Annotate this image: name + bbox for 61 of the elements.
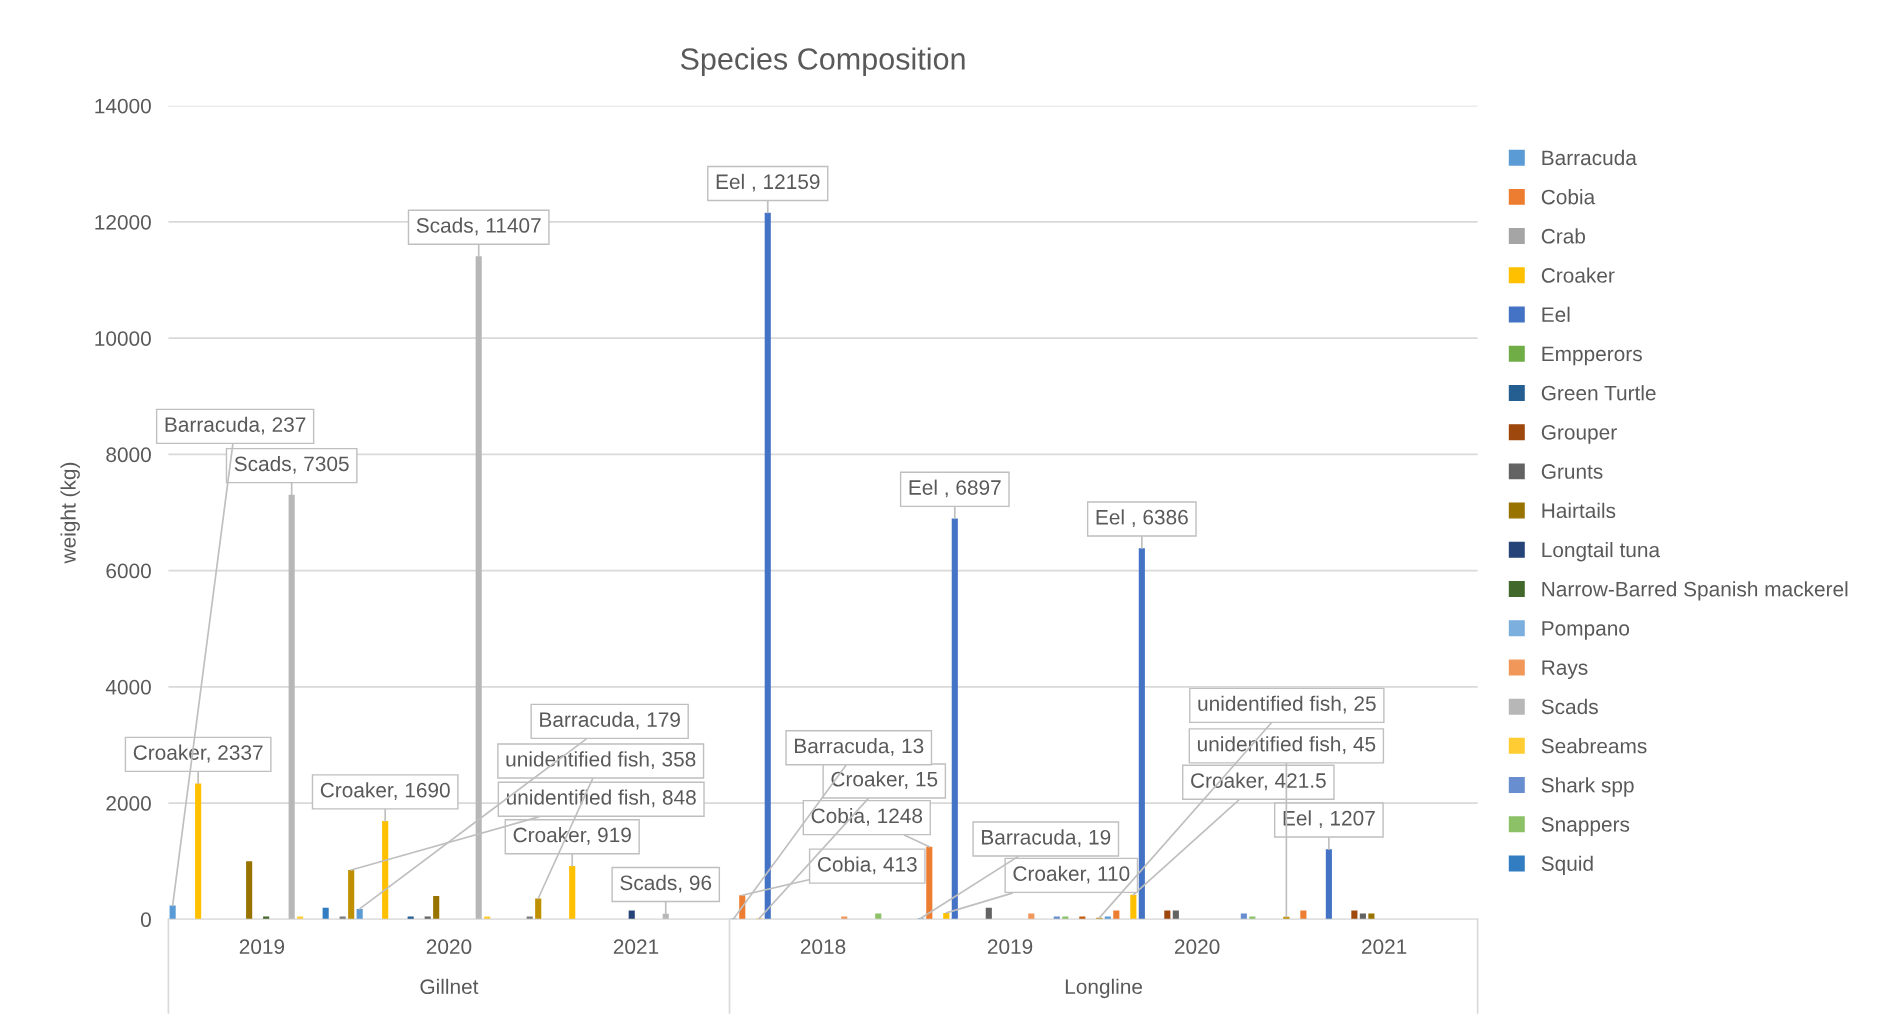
legend-label: Eel bbox=[1542, 306, 1570, 323]
legend-label: Pompano bbox=[1542, 621, 1630, 640]
x-tick-label: 2019 bbox=[239, 939, 285, 955]
legend-label: Longtail tuna bbox=[1542, 541, 1661, 562]
legend-label: Crab bbox=[1541, 228, 1586, 244]
x-tick-label: 2020 bbox=[426, 939, 472, 955]
legend-label: Empperors bbox=[1542, 346, 1642, 366]
data-label: Croaker, 15 bbox=[831, 771, 938, 789]
data-label: Barracuda, 19 bbox=[982, 829, 1111, 848]
data-label: Barracuda, 13 bbox=[795, 738, 924, 756]
x-tick-label: 2021 bbox=[1362, 939, 1407, 955]
data-label: Croaker, 1690 bbox=[320, 782, 450, 800]
data-label: Cobia, 413 bbox=[817, 856, 917, 875]
legend-label: Seabreams bbox=[1541, 738, 1647, 754]
y-tick-label: 10000 bbox=[95, 331, 151, 346]
chart-title: Species Composition bbox=[680, 47, 965, 76]
data-label: Eel , 6386 bbox=[1096, 509, 1188, 528]
y-tick-label: 8000 bbox=[106, 447, 151, 463]
legend-label: Snappers bbox=[1541, 817, 1630, 836]
y-tick-label: 12000 bbox=[95, 214, 151, 230]
legend-label: Rays bbox=[1542, 660, 1588, 680]
y-tick-label: 14000 bbox=[95, 98, 151, 114]
legend-label: Scads bbox=[1541, 698, 1598, 715]
x-tick-label: 2019 bbox=[987, 939, 1033, 955]
data-label: Croaker, 2337 bbox=[133, 744, 263, 763]
data-label: Eel , 6897 bbox=[909, 479, 1001, 498]
legend-label: Grunts bbox=[1541, 464, 1603, 479]
y-tick-label: 4000 bbox=[105, 679, 151, 695]
legend-label: Green Turtle bbox=[1541, 385, 1656, 401]
data-label: Eel , 12159 bbox=[716, 173, 820, 192]
x-tick-label: 2018 bbox=[800, 939, 846, 955]
x-tick-label: 2021 bbox=[613, 939, 659, 955]
data-label: Eel , 1207 bbox=[1283, 810, 1375, 829]
data-label: unidentified fish, 25 bbox=[1198, 695, 1376, 714]
y-tick-label: 0 bbox=[140, 912, 151, 928]
data-label: Croaker, 110 bbox=[1013, 865, 1130, 884]
legend-label: Cobia bbox=[1541, 189, 1596, 205]
data-label: Croaker, 919 bbox=[513, 827, 631, 845]
legend-label: Grouper bbox=[1541, 424, 1617, 444]
y-axis-title: weight (kg) bbox=[60, 462, 80, 564]
legend-label: Barracuda bbox=[1542, 149, 1637, 166]
legend-label: Narrow-Barred Spanish mackerel bbox=[1542, 581, 1848, 601]
text: Gillnet bbox=[420, 978, 479, 995]
y-tick-label: 6000 bbox=[106, 563, 151, 579]
legend-label: Croaker bbox=[1541, 267, 1615, 283]
data-label: unidentified fish, 45 bbox=[1197, 736, 1376, 754]
legend-label: Hairtails bbox=[1542, 502, 1616, 519]
data-label: Barracuda, 237 bbox=[165, 416, 306, 435]
x-tick-label: 2020 bbox=[1174, 939, 1220, 955]
data-label: unidentified fish, 848 bbox=[506, 789, 696, 808]
data-label: Scads, 96 bbox=[620, 874, 712, 893]
legend-label: Squid bbox=[1541, 855, 1593, 876]
data-label: Scads, 7305 bbox=[234, 455, 349, 474]
data-label: Scads, 11407 bbox=[416, 217, 541, 236]
data-label: Croaker, 421.5 bbox=[1191, 772, 1326, 791]
data-label: Barracuda, 179 bbox=[540, 711, 680, 730]
data-label: Cobia, 1248 bbox=[811, 807, 923, 826]
legend-label: Shark spp bbox=[1541, 777, 1634, 797]
text: Longline bbox=[1065, 978, 1143, 999]
y-tick-label: 2000 bbox=[106, 796, 151, 811]
data-label: unidentified fish, 358 bbox=[506, 751, 696, 770]
